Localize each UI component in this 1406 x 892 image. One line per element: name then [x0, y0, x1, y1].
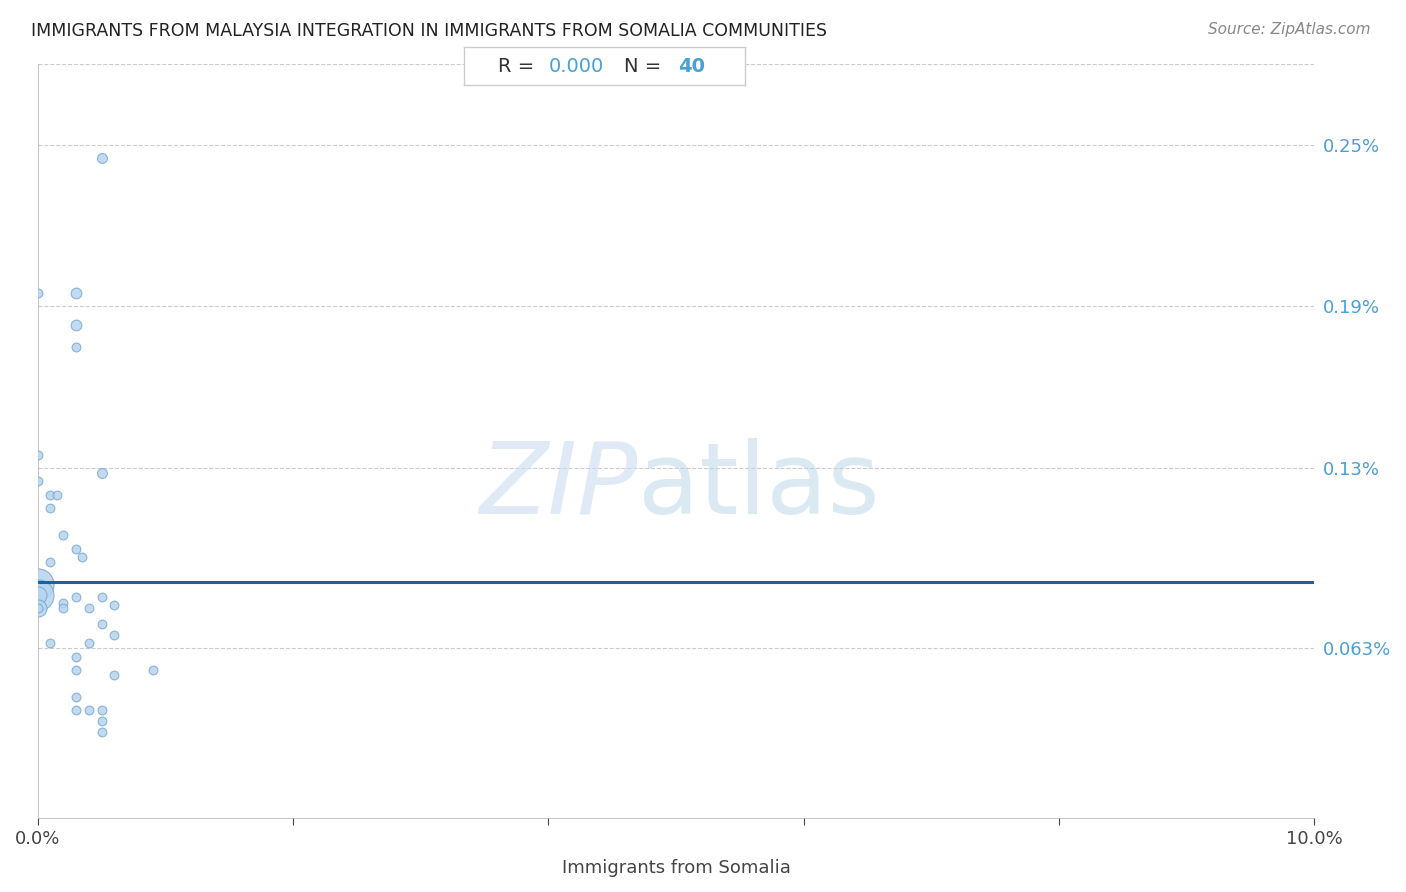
Point [27, 448, 49, 462]
Point [27, 475, 49, 489]
Point [27, 576, 49, 591]
Point [142, 663, 165, 677]
Point [52, 601, 75, 615]
Point [77, 601, 100, 615]
Point [52, 528, 75, 542]
Point [65, 318, 87, 333]
Text: Source: ZipAtlas.com: Source: ZipAtlas.com [1208, 22, 1371, 37]
Point [103, 599, 125, 613]
Text: N =: N = [624, 56, 668, 76]
Point [103, 628, 125, 642]
Point [39, 501, 62, 516]
Point [90, 617, 112, 632]
Text: ZIP: ZIP [479, 438, 638, 535]
Point [103, 668, 125, 682]
Point [65, 541, 87, 556]
Point [65, 340, 87, 354]
Point [45, 488, 67, 502]
Point [39, 488, 62, 502]
Point [90, 591, 112, 605]
Text: IMMIGRANTS FROM MALAYSIA INTEGRATION IN IMMIGRANTS FROM SOMALIA COMMUNITIES: IMMIGRANTS FROM MALAYSIA INTEGRATION IN … [31, 22, 827, 40]
Point [65, 690, 87, 704]
Point [27, 285, 49, 300]
Point [65, 663, 87, 677]
Point [39, 636, 62, 650]
Point [65, 703, 87, 717]
Point [65, 591, 87, 605]
Point [27, 588, 49, 602]
Point [90, 725, 112, 739]
Point [77, 703, 100, 717]
Point [90, 703, 112, 717]
Text: R =: R = [498, 56, 540, 76]
Point [39, 555, 62, 569]
Point [65, 285, 87, 300]
Text: 40: 40 [678, 56, 704, 76]
Point [52, 596, 75, 610]
Text: 0.000: 0.000 [548, 56, 603, 76]
Point [65, 649, 87, 664]
Point [90, 151, 112, 165]
Point [72, 549, 94, 564]
Point [90, 714, 112, 728]
Point [27, 588, 49, 602]
Point [27, 601, 49, 615]
Point [27, 601, 49, 615]
X-axis label: Immigrants from Somalia: Immigrants from Somalia [561, 859, 790, 877]
Point [77, 636, 100, 650]
Text: atlas: atlas [638, 438, 879, 535]
Point [90, 467, 112, 481]
